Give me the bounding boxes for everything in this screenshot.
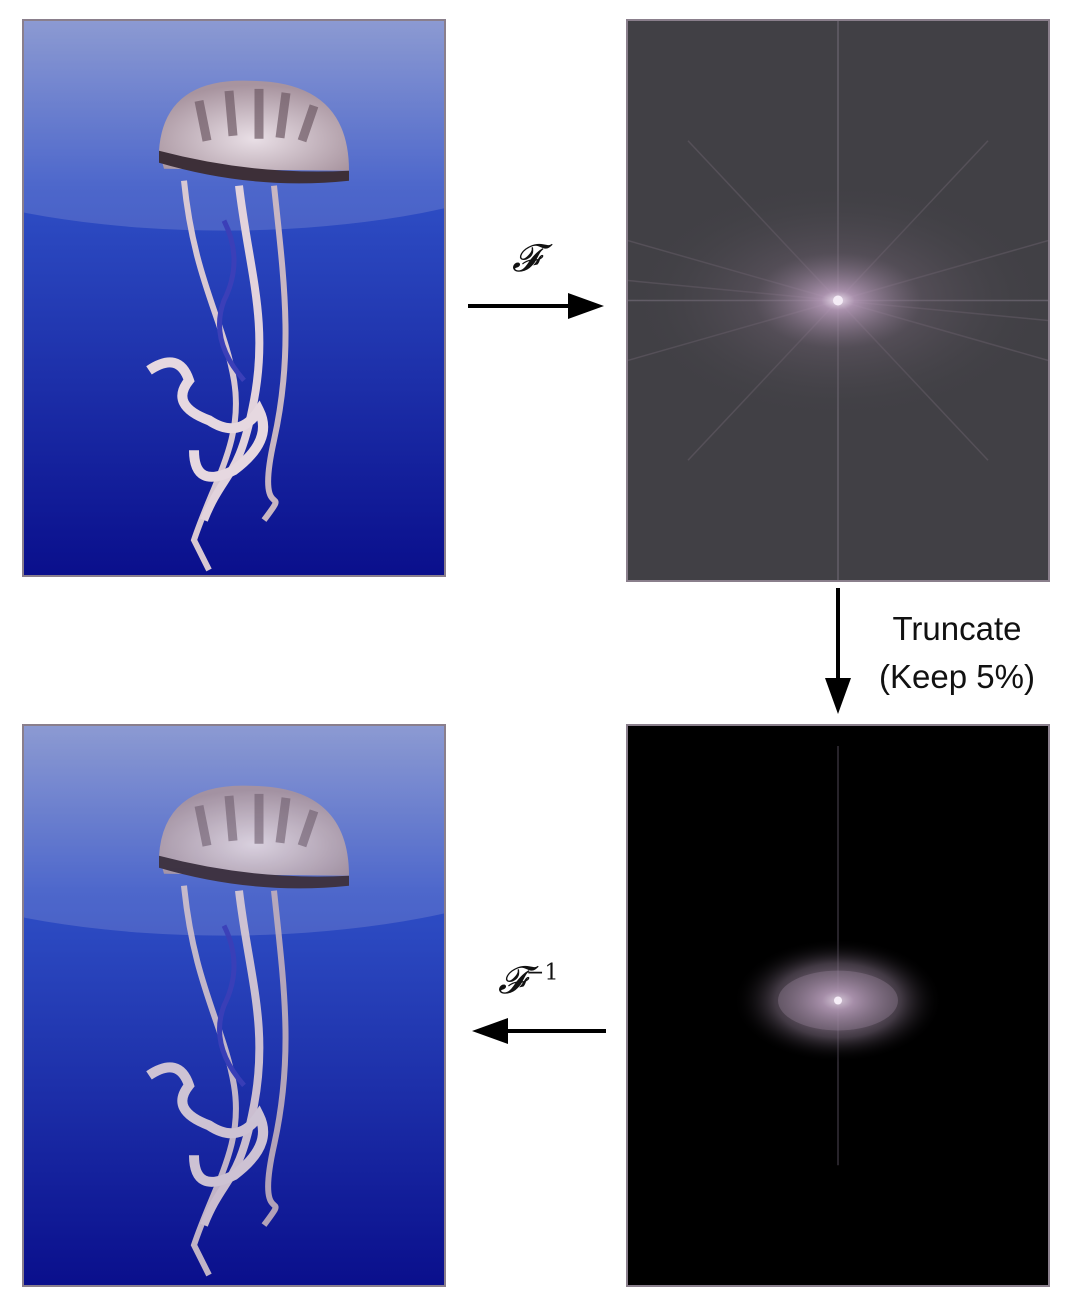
- inverse-transform-label: 𝓕−1: [498, 958, 558, 1003]
- fourier-spectrum-panel: [626, 19, 1050, 582]
- truncate-label: Truncate (Keep 5%): [862, 605, 1052, 701]
- reconstructed-image-panel: [22, 724, 446, 1287]
- inverse-arrow: [472, 1018, 606, 1044]
- truncate-label-line1: Truncate: [892, 610, 1022, 647]
- inverse-exponent: −1: [526, 960, 559, 986]
- truncated-spectrum-image: [628, 726, 1048, 1285]
- fourier-spectrum-image: [628, 21, 1048, 580]
- forward-transform-label: 𝓕: [512, 236, 541, 280]
- forward-arrow: [468, 293, 604, 319]
- truncate-arrow: [825, 588, 851, 714]
- truncated-spectrum-panel: [626, 724, 1050, 1287]
- jellyfish: [146, 785, 349, 1277]
- inverse-transform-symbol: 𝓕: [498, 958, 527, 1002]
- original-image-panel: [22, 19, 446, 577]
- jellyfish: [146, 80, 349, 572]
- truncate-label-line2: (Keep 5%): [879, 658, 1035, 695]
- reconstructed-jellyfish-image: [24, 726, 444, 1285]
- jellyfish-image: [24, 21, 444, 575]
